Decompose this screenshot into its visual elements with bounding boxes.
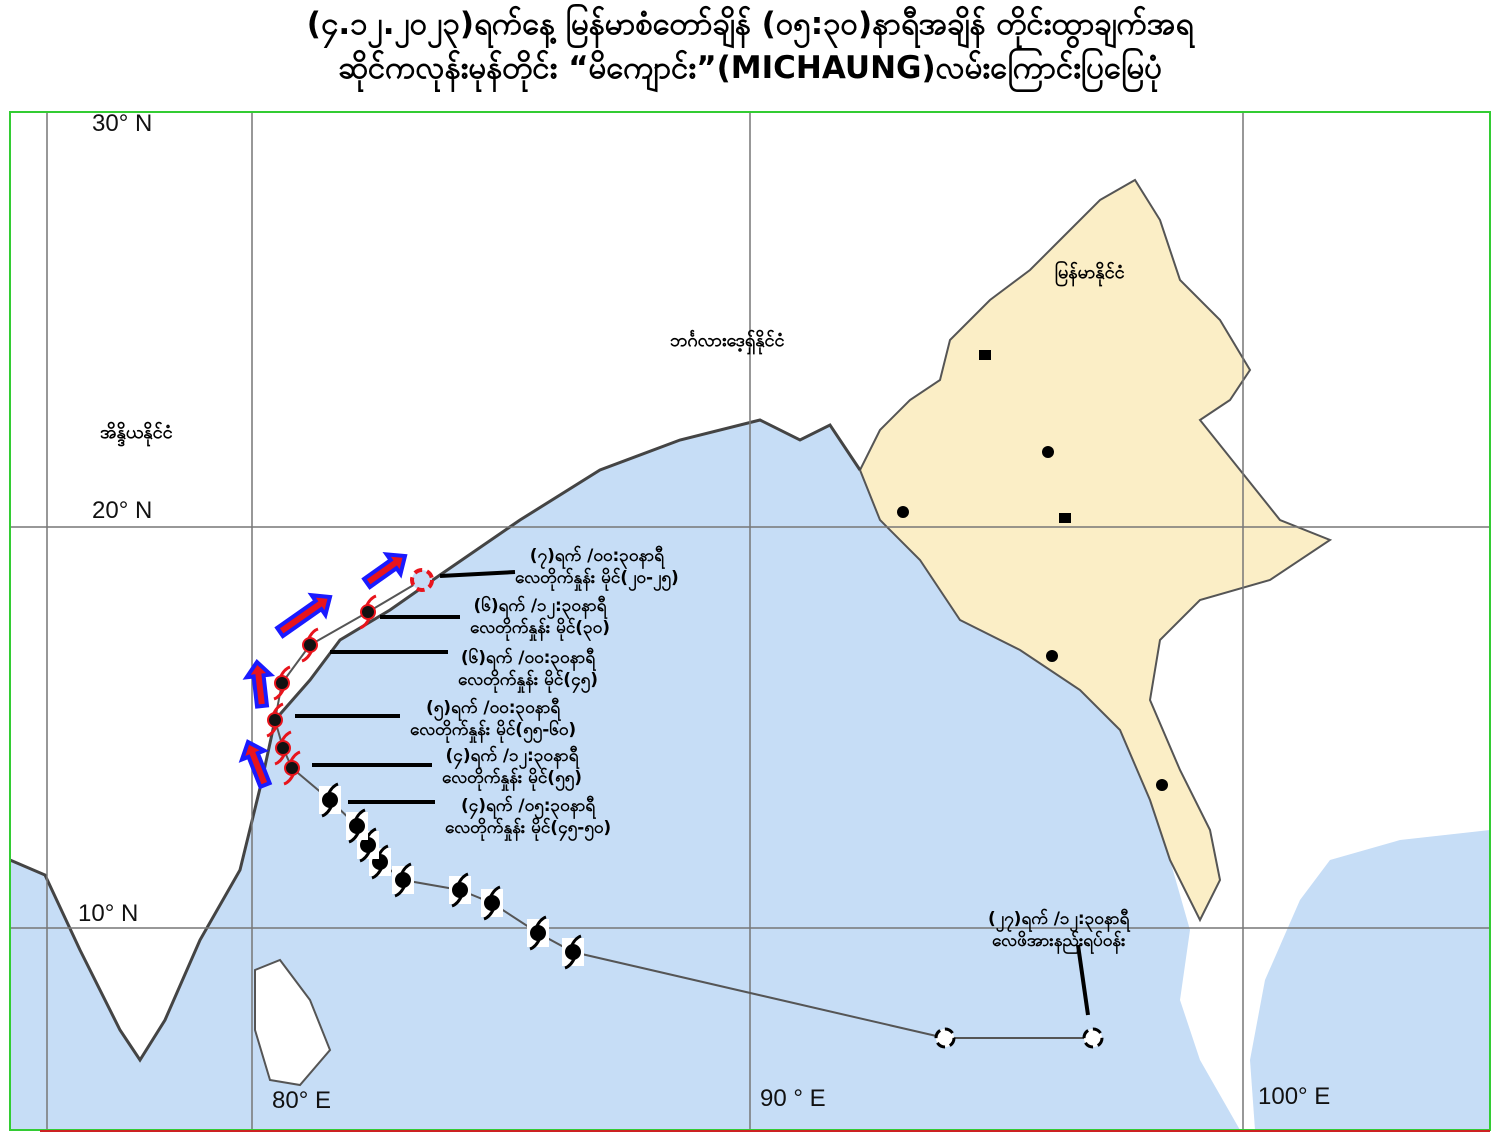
coastline bbox=[9, 418, 862, 1063]
title-line-2: ဆိုင်ကလုန်းမုန်တိုင်း “မိကျောင်း”(MICHAU… bbox=[338, 50, 1162, 86]
india-label: အိန္ဒိယနိုင်ငံ bbox=[100, 422, 173, 443]
lon-80-label: 80° E bbox=[272, 1087, 331, 1114]
cyclone-symbol-black-icon bbox=[349, 818, 365, 834]
graticule bbox=[10, 112, 1490, 1130]
cyclone-symbol-black-icon bbox=[322, 792, 338, 808]
leader-line bbox=[439, 570, 516, 578]
track-label-6-1230: (၆)ရက် /၁၂:၃၀နာရီ လေတိုက်နှုန်း မိုင်(၃၀) bbox=[470, 596, 610, 638]
cyclone-symbol-red-icon bbox=[275, 740, 291, 756]
low-pressure-circle-icon bbox=[1082, 1027, 1104, 1049]
movement-arrow-icon bbox=[361, 551, 408, 590]
leader-line bbox=[1076, 944, 1090, 1016]
lon-90-label: 90 ° E bbox=[760, 1085, 826, 1112]
cyclone-symbol-black-icon bbox=[452, 882, 468, 898]
capital-marker-icon bbox=[979, 350, 991, 360]
myanmar-land bbox=[858, 178, 1333, 923]
forecast-low-circle-icon bbox=[410, 568, 434, 592]
city-marker-icon bbox=[1046, 650, 1058, 662]
track-label-7-0030: (၇)ရက် /၀၀:၃၀နာရီ လေတိုက်နှုန်း မိုင်(၂၀-… bbox=[515, 546, 679, 588]
bangladesh-label: ဘင်္ဂလားဒေ့ရှ်နိုင်ငံ bbox=[670, 330, 785, 351]
cyclone-symbol-black-icon bbox=[360, 837, 376, 853]
movement-arrow-icon bbox=[274, 592, 333, 639]
cyclone-symbol-black-icon bbox=[565, 944, 581, 960]
lat-30-label: 30° N bbox=[92, 110, 153, 137]
city-marker-icon bbox=[1042, 446, 1054, 458]
track-label-5-0030: (၅)ရက် /၀၀:၃၀နာရီ လေတိုက်နှုန်း မိုင်(၅၅-… bbox=[410, 698, 577, 740]
myanmar-label: မြန်မာနိုင်ငံ bbox=[1055, 262, 1125, 283]
cyclone-symbol-red-icon bbox=[274, 675, 290, 691]
lon-100-label: 100° E bbox=[1258, 1083, 1331, 1110]
cyclone-symbol-red-icon bbox=[284, 760, 300, 776]
sri-lanka bbox=[254, 958, 332, 1087]
capital-marker-icon bbox=[1059, 513, 1071, 523]
city-marker-icon bbox=[1156, 779, 1168, 791]
track-label-6-0030: (၆)ရက် /၀၀:၃၀နာရီ လေတိုက်နှုန်း မိုင်(၄၅) bbox=[458, 648, 598, 690]
low-pressure-circle-icon bbox=[934, 1027, 956, 1049]
track-label-27-1230: (၂၇)ရက် /၁၂:၃၀နာရီ လေဖိအားနည်းရပ်ဝန်း bbox=[988, 909, 1130, 951]
cyclone-symbol-red-icon bbox=[360, 604, 376, 620]
title-line-1: (၄.၁၂.၂၀၂၃)ရက်နေ့ မြန်မာစံတော်ချိန် (၀၅:… bbox=[306, 6, 1194, 42]
lat-10-label: 10° N bbox=[78, 900, 139, 927]
cyclone-symbol-black-icon bbox=[530, 925, 546, 941]
track-label-4-1230: (၄)ရက် /၁၂:၃၀နာရီ လေတိုက်နှုန်း မိုင်(၅၅) bbox=[442, 746, 582, 788]
sea-gulf-of-thailand bbox=[1250, 830, 1490, 1130]
cyclone-symbol-red-icon bbox=[267, 712, 283, 728]
map-title: (၄.၁၂.၂၀၂၃)ရက်နေ့ မြန်မာစံတော်ချိန် (၀၅:… bbox=[0, 2, 1500, 90]
cyclone-symbol-black-icon bbox=[395, 872, 411, 888]
cyclone-symbol-red-icon bbox=[302, 637, 318, 653]
cyclone-track bbox=[238, 350, 1168, 1049]
city-marker-icon bbox=[897, 506, 909, 518]
movement-arrow-icon bbox=[238, 739, 273, 790]
movement-arrow-icon bbox=[242, 658, 276, 709]
cyclone-symbol-black-icon bbox=[484, 895, 500, 911]
sea-bay-of-bengal bbox=[10, 420, 1240, 1130]
lat-20-label: 20° N bbox=[92, 497, 153, 524]
track-label-4-0530: (၄)ရက် /၀၅:၃၀နာရီ လေတိုက်နှုန်း မိုင်(၄၅-… bbox=[445, 796, 612, 838]
